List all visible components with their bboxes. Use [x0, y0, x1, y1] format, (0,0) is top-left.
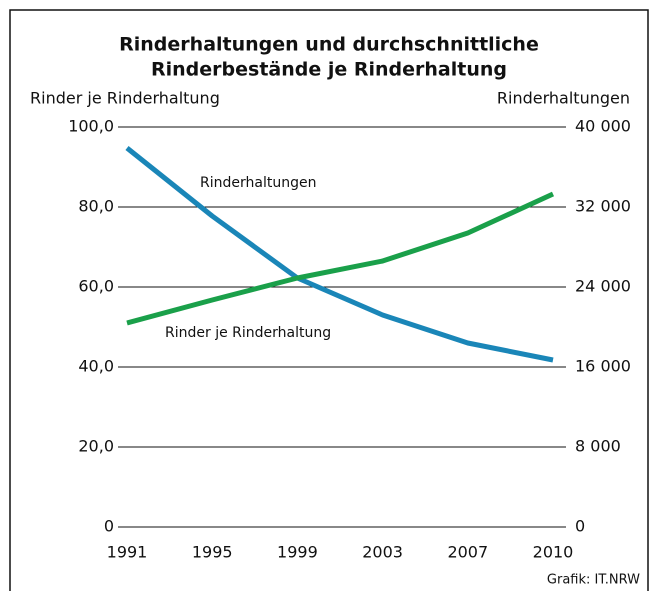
y2-tick-label: 32 000: [575, 197, 631, 216]
x-tick-label: 2010: [533, 543, 574, 562]
line-series: [126, 191, 555, 326]
y-tick-label: 100,0: [68, 117, 114, 136]
y2-tick-label: 0: [575, 517, 585, 536]
x-tick-label: 1995: [192, 543, 233, 562]
y2-tick-label: 16 000: [575, 357, 631, 376]
y-tick-label: 20,0: [78, 437, 114, 456]
y2-axis-label: Rinderhaltungen: [497, 89, 630, 108]
frame: [9, 9, 649, 591]
chart-title: Rinderhaltungen und durchschnittliche: [119, 34, 539, 56]
annotation: Rinder je Rinderhaltung: [165, 325, 331, 341]
annotation: Rinderhaltungen: [200, 175, 316, 191]
source: Grafik: IT.NRW: [547, 573, 640, 588]
x-tick-label: 2003: [362, 543, 403, 562]
y2-tick-label: 8 000: [575, 437, 621, 456]
x-tick-label: 1999: [277, 543, 318, 562]
chart-title: Rinderbestände je Rinderhaltung: [151, 59, 507, 81]
x-tick-label: 2007: [447, 543, 488, 562]
y2-tick-label: 40 000: [575, 117, 631, 136]
x-tick-label: 1991: [107, 543, 148, 562]
y2-tick-label: 24 000: [575, 277, 631, 296]
y-tick-label: 80,0: [78, 197, 114, 216]
y-axis-label: Rinder je Rinderhaltung: [30, 89, 220, 108]
line-series: [125, 146, 554, 363]
y-tick-label: 40,0: [78, 357, 114, 376]
y-tick-label: 60,0: [78, 277, 114, 296]
y-tick-label: 0: [104, 517, 114, 536]
